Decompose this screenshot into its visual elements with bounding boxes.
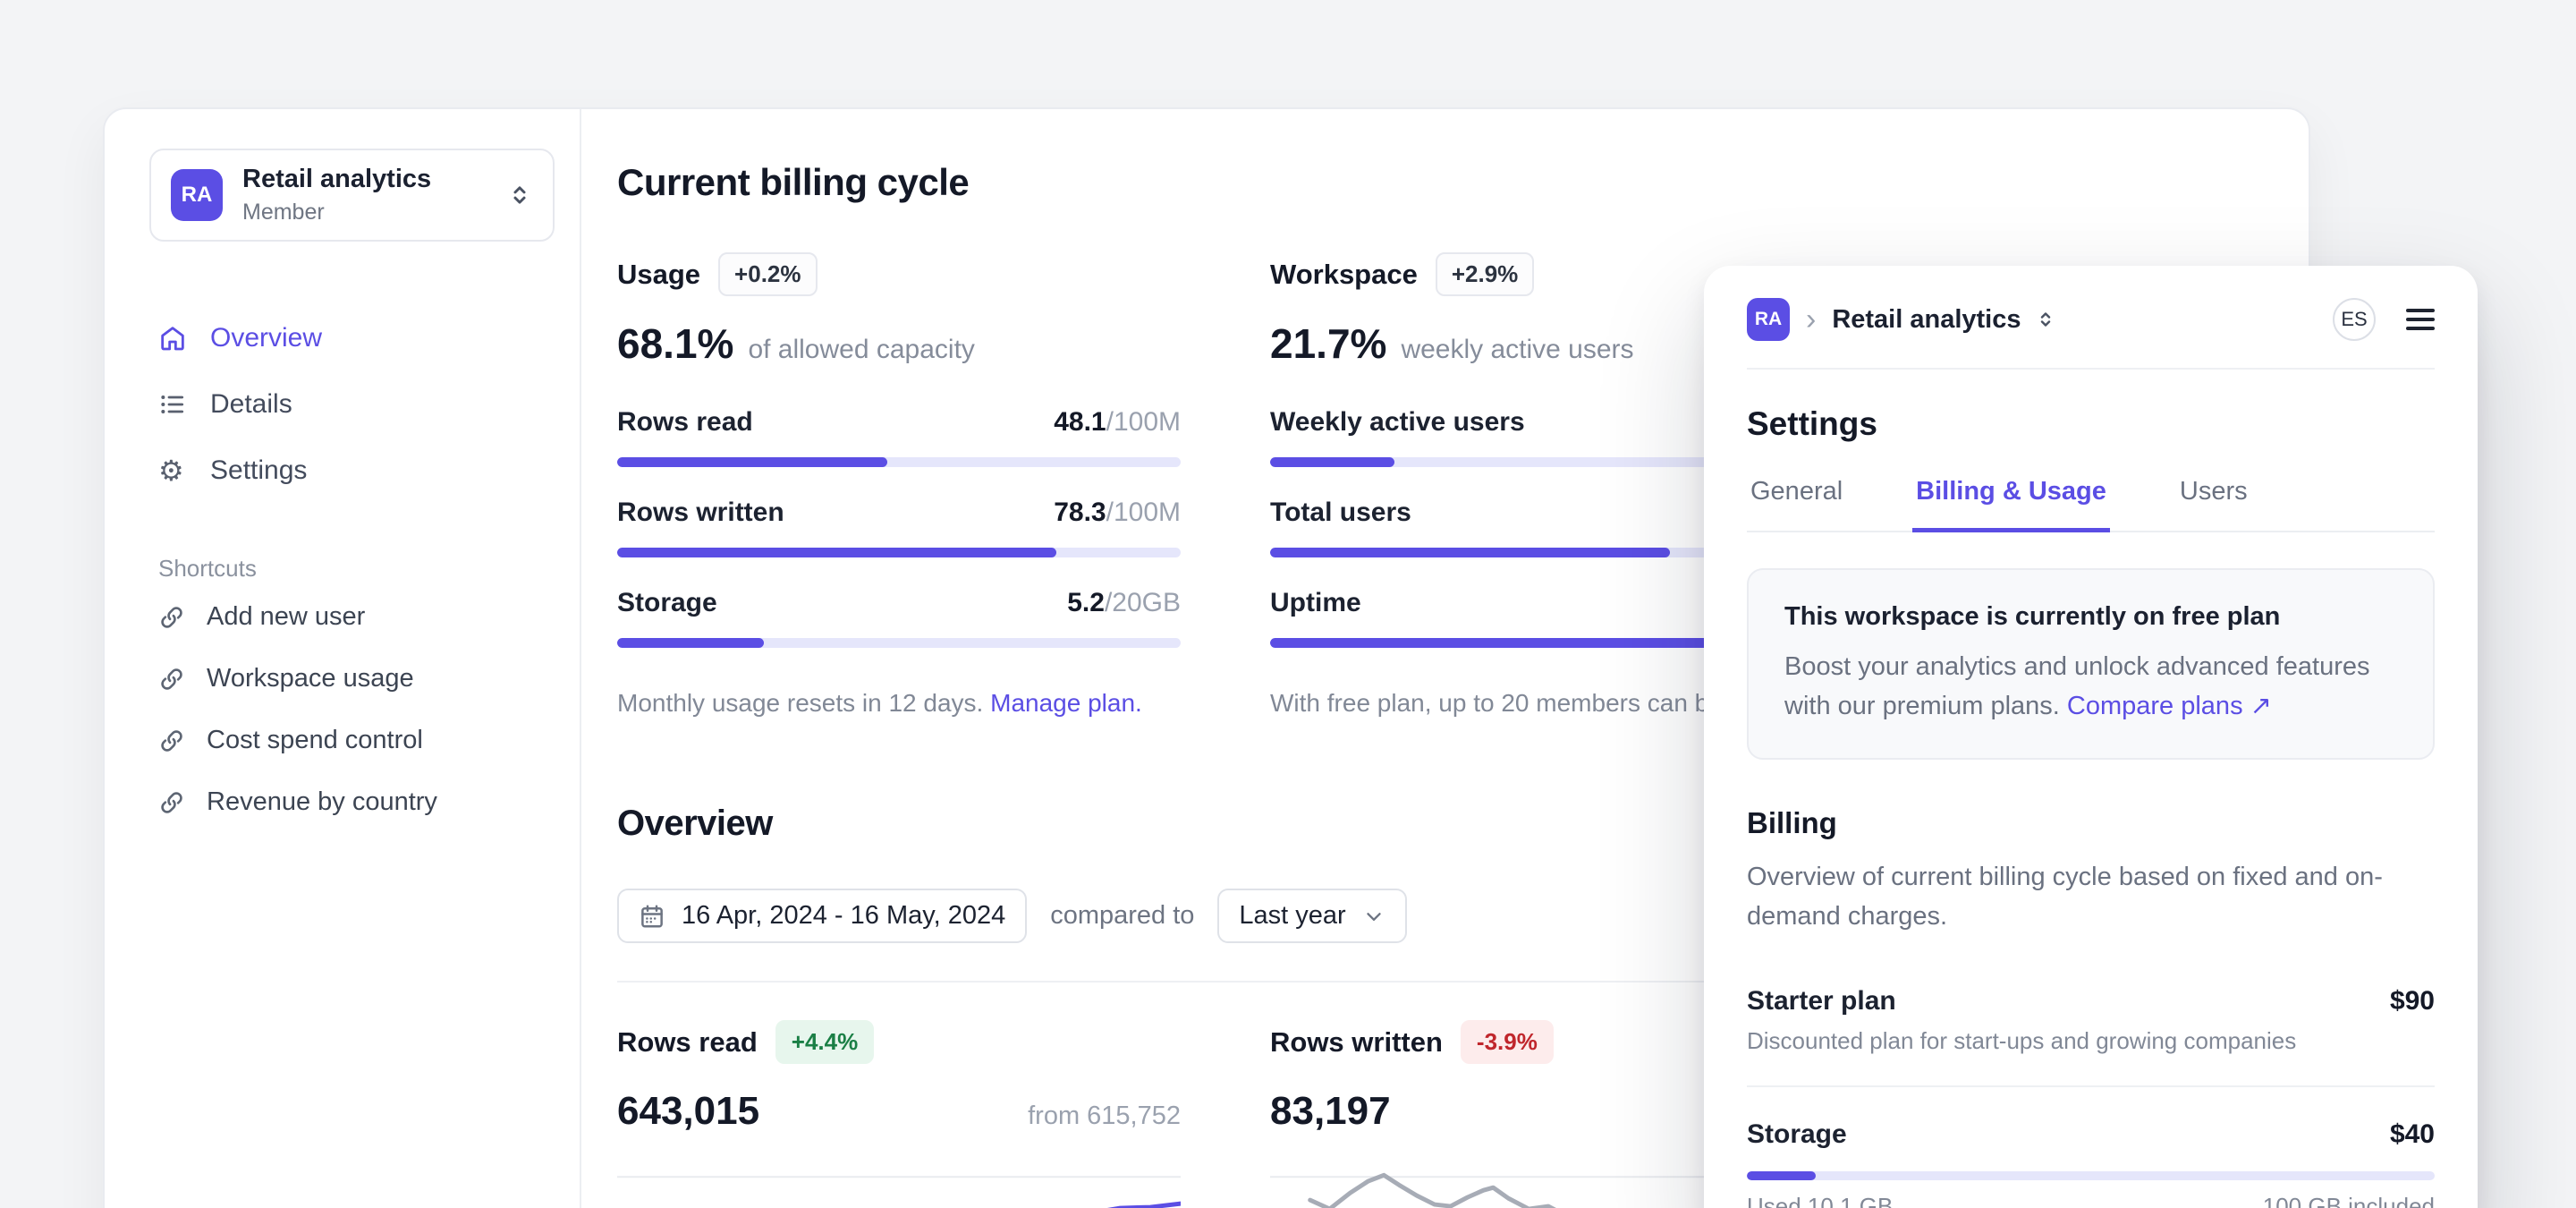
manage-plan-link[interactable]: Manage plan. (990, 689, 1142, 717)
compare-plans-link[interactable]: Compare plans ↗ (2066, 691, 2272, 720)
settings-panel: RA › Retail analytics ES Settings Genera… (1704, 266, 2478, 1208)
stat-rows-read: Rows read +4.4% 643,015 from 615,752 (617, 1020, 1181, 1208)
progress-bar (1747, 1171, 2435, 1180)
shortcuts-label: Shortcuts (158, 555, 257, 582)
usage-section: Usage +0.2% 68.1% of allowed capacity Ro… (617, 252, 1181, 718)
compare-period-value: Last year (1239, 901, 1346, 930)
link-icon (158, 727, 185, 754)
stat-rows-written: Rows written -3.9% 83,197 (1270, 1020, 1834, 1208)
arrow-up-right-icon: ↗ (2250, 691, 2272, 720)
chevron-right-icon: › (1806, 302, 1817, 336)
menu-icon[interactable] (2406, 303, 2435, 336)
rows-read-sparkline (617, 1166, 1181, 1208)
workspace-selector[interactable]: RA Retail analytics Member (149, 149, 555, 242)
sidebar-item-label: Overview (210, 323, 323, 353)
shortcut-label: Revenue by country (207, 787, 437, 816)
chevron-down-icon (1362, 905, 1385, 928)
line-item-storage: Storage $40 Used 10.1 GB 100 GB included (1747, 1119, 2435, 1208)
shortcut-label: Workspace usage (207, 664, 414, 693)
meter-storage: Storage 5.2/20GB (617, 588, 1181, 648)
chevron-up-down-icon[interactable] (2035, 309, 2056, 330)
tab-general[interactable]: General (1750, 477, 1843, 506)
workspace-trend-badge: +2.9% (1435, 252, 1535, 296)
workspace-role: Member (242, 200, 325, 225)
progress-bar (1270, 457, 1834, 467)
sidebar-item-settings[interactable]: ⚙ Settings (149, 444, 555, 498)
link-icon (158, 604, 185, 631)
workspace-value: 21.7% (1270, 320, 1387, 367)
meter-total-users: Total users (1270, 498, 1834, 557)
shortcut-revenue-by-country[interactable]: Revenue by country (149, 775, 555, 829)
settings-title: Settings (1747, 405, 1877, 442)
progress-bar (617, 548, 1181, 557)
workspace-label: Workspace (1270, 258, 1418, 290)
chevron-up-down-icon (506, 182, 533, 208)
sidebar-item-details[interactable]: Details (149, 378, 555, 431)
overview-title: Overview (617, 804, 773, 843)
workspace-avatar: RA (171, 169, 223, 221)
meter-rows-written: Rows written 78.3/100M (617, 498, 1181, 557)
shortcut-cost-spend-control[interactable]: Cost spend control (149, 713, 555, 768)
list-icon (158, 390, 187, 419)
calendar-icon (639, 903, 665, 930)
meter-uptime: Uptime (1270, 588, 1834, 648)
breadcrumb-workspace-name[interactable]: Retail analytics (1832, 304, 2021, 334)
sidebar-nav: Overview Details ⚙ Settings (149, 311, 555, 498)
home-icon (158, 324, 187, 353)
meter-rows-read: Rows read 48.1/100M (617, 407, 1181, 467)
page-title: Current billing cycle (617, 161, 970, 203)
progress-bar (1270, 548, 1834, 557)
shortcut-label: Add new user (207, 602, 366, 631)
overview-section: Overview 16 Apr, 2024 - 16 May, 2024 com… (617, 804, 2309, 1208)
panel-header: RA › Retail analytics ES (1747, 266, 2435, 370)
user-avatar[interactable]: ES (2333, 298, 2376, 341)
tab-users[interactable]: Users (2179, 477, 2248, 506)
billing-title: Billing (1747, 806, 1837, 839)
billing-description: Overview of current billing cycle based … (1747, 863, 2383, 931)
workspace-caption: weekly active users (1401, 335, 1634, 364)
workspace-name: Retail analytics (242, 165, 432, 193)
usage-value: 68.1% (617, 320, 734, 367)
gear-icon: ⚙ (158, 455, 184, 487)
divider (1747, 1085, 2435, 1087)
shortcut-add-new-user[interactable]: Add new user (149, 590, 555, 644)
shortcut-label: Cost spend control (207, 726, 423, 754)
compare-period-select[interactable]: Last year (1217, 889, 1407, 943)
line-item-starter-plan: Starter plan $90 Discounted plan for sta… (1747, 986, 2435, 1054)
free-plan-card: This workspace is currently on free plan… (1747, 568, 2435, 760)
shortcut-workspace-usage[interactable]: Workspace usage (149, 651, 555, 706)
progress-bar (617, 457, 1181, 467)
date-range-picker[interactable]: 16 Apr, 2024 - 16 May, 2024 (617, 889, 1028, 943)
tab-billing-usage[interactable]: Billing & Usage (1912, 477, 2110, 532)
link-icon (158, 789, 185, 816)
settings-tabs: General Billing & Usage Users (1747, 477, 2435, 532)
usage-footnote: Monthly usage resets in 12 days. Manage … (617, 689, 1142, 717)
date-range-value: 16 Apr, 2024 - 16 May, 2024 (682, 901, 1006, 930)
usage-caption: of allowed capacity (748, 335, 975, 364)
progress-bar (617, 638, 1181, 648)
usage-trend-badge: +0.2% (718, 252, 818, 296)
workspace-avatar[interactable]: RA (1747, 298, 1790, 341)
sidebar-item-label: Details (210, 389, 292, 419)
meter-weekly-active-users: Weekly active users (1270, 407, 1834, 467)
progress-bar (1270, 638, 1834, 648)
compared-to-label: compared to (1050, 901, 1195, 930)
usage-label: Usage (617, 258, 701, 290)
sidebar-item-label: Settings (210, 455, 308, 485)
sidebar-shortcuts: Shortcuts Add new user Workspace usage C… (149, 555, 555, 829)
sidebar: RA Retail analytics Member Overview Deta… (105, 109, 581, 1208)
link-icon (158, 666, 185, 693)
sidebar-item-overview[interactable]: Overview (149, 311, 555, 365)
stat-trend-badge: +4.4% (775, 1020, 875, 1064)
stat-trend-badge: -3.9% (1460, 1020, 1554, 1064)
divider (617, 981, 2309, 983)
